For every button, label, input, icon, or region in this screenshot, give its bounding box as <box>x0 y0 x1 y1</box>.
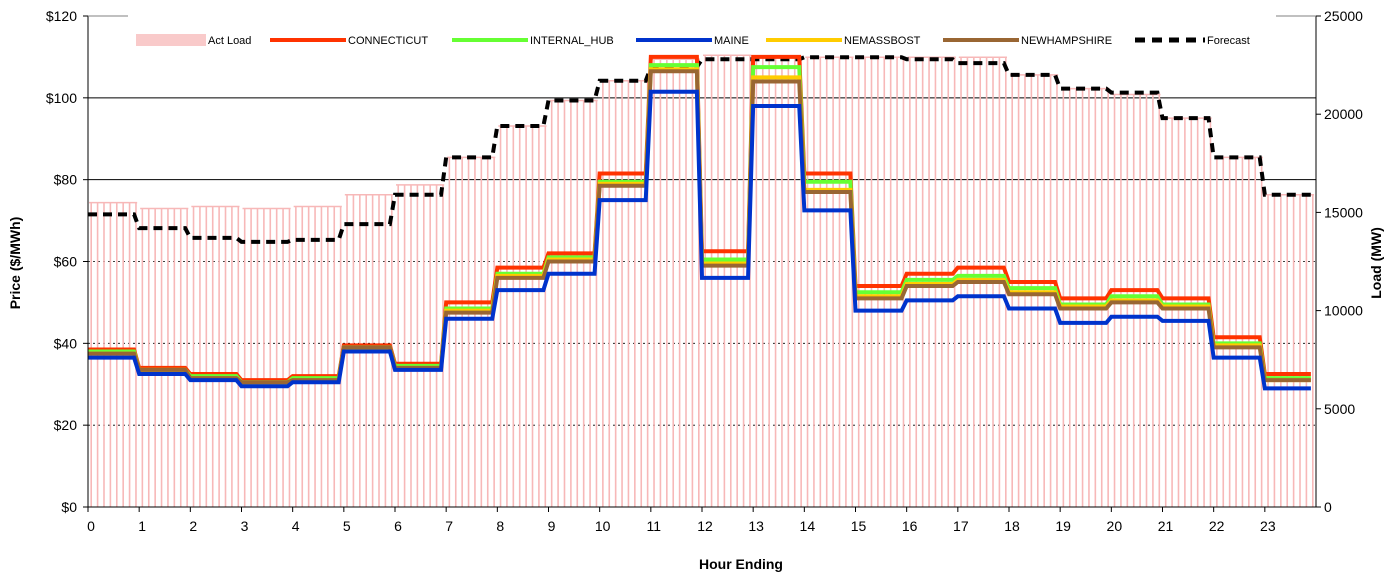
price-series <box>88 54 1311 391</box>
y-tick-label: $100 <box>46 90 77 106</box>
act-load-bar <box>140 207 189 507</box>
x-tick-label: 6 <box>394 518 402 534</box>
y-tick-label: $20 <box>54 417 78 433</box>
x-tick-label: 5 <box>343 518 351 534</box>
legend-item: Act Load <box>136 34 251 47</box>
x-tick-label: 15 <box>851 518 867 534</box>
legend-label: CONNECTICUT <box>348 35 428 47</box>
x-tick-label: 19 <box>1055 518 1071 534</box>
x-tick-label: 11 <box>647 518 662 534</box>
forecast-line <box>88 55 1311 244</box>
x-tick-label: 14 <box>800 518 816 534</box>
y-tick-label: $0 <box>61 499 77 515</box>
y2-tick-label: 5000 <box>1324 401 1355 417</box>
act-load-bar <box>191 205 240 507</box>
x-tick-label: 23 <box>1260 518 1276 534</box>
y2-tick-label: 25000 <box>1324 8 1363 24</box>
x-tick-label: 2 <box>189 518 197 534</box>
x-tick-label: 9 <box>548 518 556 534</box>
y-tick-label: $80 <box>54 172 78 188</box>
x-tick-label: 18 <box>1004 518 1020 534</box>
legend-item: Forecast <box>1135 35 1250 47</box>
x-tick-label: 0 <box>87 518 95 534</box>
act-load-bar <box>856 56 905 507</box>
y-tick-label: $120 <box>46 8 77 24</box>
legend: Act Load CONNECTICUT INTERNAL_HUB MAINE NEMA… <box>136 34 1250 47</box>
act-load-bar <box>1214 156 1263 507</box>
legend-label: Act Load <box>208 35 251 47</box>
act-load-bar <box>1163 117 1212 507</box>
legend-swatch <box>136 34 206 46</box>
x-tick-label: 16 <box>902 518 918 534</box>
legend-label: INTERNAL_HUB <box>530 35 614 47</box>
legend-label: NEMASSBOST <box>844 35 921 47</box>
legend-item: CONNECTICUT <box>270 35 428 47</box>
x-tick-label: 3 <box>241 518 249 534</box>
legend-item: NEWHAMPSHIRE <box>943 35 1112 47</box>
y-axis-title: Price ($/MWh) <box>7 217 23 310</box>
x-tick-label: 21 <box>1158 518 1174 534</box>
x-tick-label: 1 <box>138 518 146 534</box>
legend-item: MAINE <box>636 35 749 47</box>
x-tick-label: 12 <box>697 518 713 534</box>
series-line-maine <box>88 89 1311 391</box>
legend-item: NEMASSBOST <box>766 35 921 47</box>
forecast-series <box>88 55 1311 244</box>
y2-tick-label: 10000 <box>1324 303 1363 319</box>
act-load-bar <box>498 125 547 507</box>
x-tick-label: 7 <box>445 518 453 534</box>
x-tick-label: 8 <box>496 518 504 534</box>
y-tick-label: $40 <box>54 335 78 351</box>
legend-label: NEWHAMPSHIRE <box>1021 35 1112 47</box>
y2-tick-label: 0 <box>1324 499 1332 515</box>
x-tick-label: 17 <box>953 518 969 534</box>
act-load-bar <box>293 205 342 507</box>
y-tick-label: $60 <box>54 254 78 270</box>
x-axis-title: Hour Ending <box>699 556 783 572</box>
act-load-bar <box>242 207 291 507</box>
x-tick-label: 10 <box>595 518 611 534</box>
act-load-bar <box>651 58 700 507</box>
tick-labels: $0$20$40$60$80$100$120050001000015000200… <box>46 8 1363 534</box>
legend-label: Forecast <box>1207 35 1250 47</box>
y2-tick-label: 20000 <box>1324 106 1363 122</box>
axes <box>83 15 1321 512</box>
y2-tick-label: 15000 <box>1324 204 1363 220</box>
y2-axis-title: Load (MW) <box>1368 227 1384 299</box>
act-load-bar <box>703 54 752 507</box>
legend-item: INTERNAL_HUB <box>452 35 614 47</box>
act-load-bar <box>600 80 649 507</box>
x-tick-label: 20 <box>1107 518 1123 534</box>
x-tick-label: 4 <box>292 518 300 534</box>
legend-label: MAINE <box>714 35 749 47</box>
act-load-bar <box>396 184 445 507</box>
x-tick-label: 13 <box>748 518 764 534</box>
act-load-bar <box>447 156 496 507</box>
x-tick-label: 22 <box>1209 518 1225 534</box>
